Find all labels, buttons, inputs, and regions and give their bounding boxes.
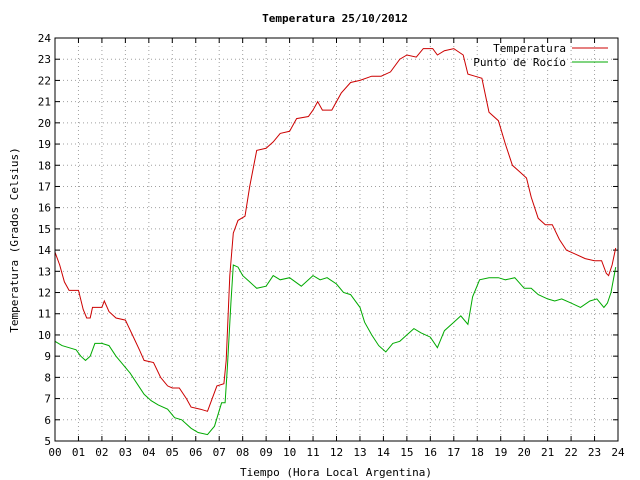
x-tick-label: 10 <box>283 446 296 459</box>
x-tick-label: 20 <box>518 446 531 459</box>
x-tick-label: 17 <box>447 446 460 459</box>
x-tick-label: 15 <box>400 446 413 459</box>
series-line-2 <box>54 264 617 436</box>
y-tick-label: 8 <box>44 371 51 384</box>
y-tick-label: 14 <box>38 244 52 257</box>
y-tick-label: 13 <box>38 265 51 278</box>
x-tick-label: 14 <box>377 446 391 459</box>
x-tick-label: 03 <box>119 446 132 459</box>
data-lines <box>54 48 617 436</box>
x-tick-label: 11 <box>306 446 319 459</box>
y-tick-label: 5 <box>44 435 51 448</box>
y-tick-label: 18 <box>38 159 51 172</box>
x-tick-label: 13 <box>353 446 366 459</box>
x-tick-label: 12 <box>330 446 343 459</box>
y-tick-label: 17 <box>38 180 51 193</box>
y-tick-label: 21 <box>38 96 51 109</box>
x-tick-label: 08 <box>236 446 249 459</box>
x-tick-label: 04 <box>142 446 156 459</box>
y-tick-label: 7 <box>44 393 51 406</box>
chart-title: Temperatura 25/10/2012 <box>262 12 408 25</box>
x-tick-label: 24 <box>611 446 625 459</box>
x-tick-label: 09 <box>260 446 273 459</box>
y-tick-label: 12 <box>38 287 51 300</box>
legend-label-2: Punto de Rocío <box>473 56 566 69</box>
y-tick-label: 24 <box>38 32 52 45</box>
series-line-1 <box>54 48 617 412</box>
x-tick-label: 00 <box>48 446 61 459</box>
x-tick-label: 18 <box>471 446 484 459</box>
legend-label-1: Temperatura <box>493 42 566 55</box>
y-tick-label: 20 <box>38 117 51 130</box>
y-tick-label: 16 <box>38 202 51 215</box>
y-tick-label: 19 <box>38 138 51 151</box>
y-tick-label: 23 <box>38 53 51 66</box>
x-axis-ticks: 00 01 02 03 04 05 06 07 08 09 10 11 12 13 14 15 16 17 18 19… <box>48 38 625 459</box>
x-tick-label: 05 <box>166 446 179 459</box>
y-tick-label: 6 <box>44 414 51 427</box>
x-tick-label: 16 <box>424 446 437 459</box>
x-tick-label: 06 <box>189 446 202 459</box>
y-tick-label: 9 <box>44 350 51 363</box>
y-axis-ticks: 5 6 7 8 9 10 11 12 13 14 15 16 17 18 19 20 21 22 23 24 <box>38 32 618 448</box>
x-tick-label: 21 <box>541 446 554 459</box>
x-tick-label: 22 <box>564 446 577 459</box>
grid <box>55 38 618 441</box>
y-tick-label: 10 <box>38 329 51 342</box>
x-tick-label: 07 <box>213 446 226 459</box>
y-axis-label: Temperatura (Grados Celsius) <box>8 147 21 332</box>
x-tick-label: 02 <box>95 446 108 459</box>
x-tick-label: 23 <box>588 446 601 459</box>
x-tick-label: 19 <box>494 446 507 459</box>
y-tick-label: 22 <box>38 74 51 87</box>
y-tick-label: 15 <box>38 223 51 236</box>
x-tick-label: 01 <box>72 446 85 459</box>
plot-frame <box>54 37 619 442</box>
x-axis-label: Tiempo (Hora Local Argentina) <box>240 466 432 479</box>
y-tick-label: 11 <box>38 308 51 321</box>
